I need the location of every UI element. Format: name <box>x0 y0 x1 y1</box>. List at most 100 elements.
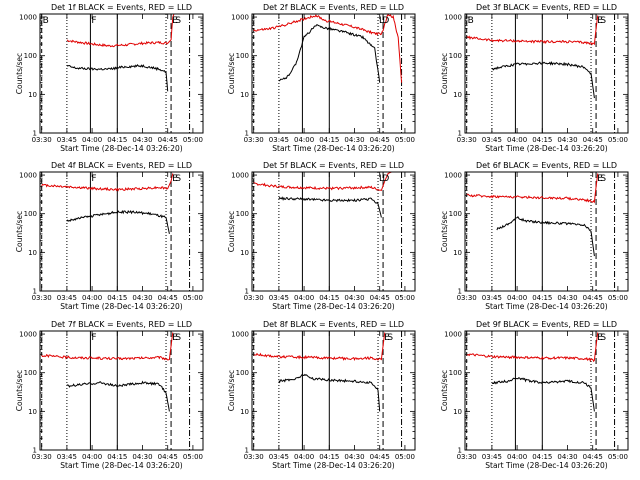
event-marker-label: S <box>387 333 393 343</box>
event-marker-label: D <box>382 16 389 26</box>
x-tick-label: 04:15 <box>319 294 339 302</box>
y-tick-label: 1 <box>245 130 249 138</box>
x-tick-label: 03:30 <box>32 453 52 461</box>
panel-title: Det 7f BLACK = Events, RED = LLD <box>51 320 192 329</box>
event-marker-label: F <box>91 333 96 343</box>
x-tick-label: 04:00 <box>507 453 527 461</box>
x-tick-label: 04:30 <box>344 136 364 144</box>
panel-9: Det 9f BLACK = Events, RED = LLD ES 1 10 100… <box>440 320 629 470</box>
x-tick-label: 03:30 <box>244 453 264 461</box>
y-tick-label: 10 <box>453 408 462 416</box>
x-tick-label: 03:45 <box>482 453 502 461</box>
plot-frame <box>464 330 629 451</box>
y-tick-label: 1 <box>33 447 37 455</box>
panel-title: Det 3f BLACK = Events, RED = LLD <box>476 3 617 12</box>
x-tick-label: 05:00 <box>608 453 628 461</box>
events-series-line <box>66 64 169 92</box>
y-tick-label: 100 <box>24 210 37 218</box>
panel-title: Det 9f BLACK = Events, RED = LLD <box>476 320 617 329</box>
x-tick-label: 04:00 <box>294 136 314 144</box>
x-tick-label: 03:45 <box>269 294 289 302</box>
event-marker-label: S <box>175 174 181 184</box>
x-tick-label: 04:15 <box>532 294 552 302</box>
x-tick-label: 04:45 <box>158 294 178 302</box>
y-tick-label: 1 <box>458 130 462 138</box>
lld-series-line <box>253 14 403 83</box>
x-tick-label: 04:30 <box>557 136 577 144</box>
event-marker-label: S <box>175 333 181 343</box>
x-tick-label: 05:00 <box>608 294 628 302</box>
y-tick-label: 1000 <box>444 172 462 180</box>
y-tick-label: 1 <box>245 288 249 296</box>
y-tick-label: 100 <box>24 52 37 60</box>
panel-title: Det 8f BLACK = Events, RED = LLD <box>263 320 404 329</box>
x-tick-label: 04:45 <box>370 453 390 461</box>
lld-series-line <box>41 173 174 192</box>
x-tick-label: 04:00 <box>82 136 102 144</box>
panel-6: Det 6f BLACK = Events, RED = LLD ES 1 10 100… <box>440 161 629 311</box>
x-tick-label: 04:30 <box>132 294 152 302</box>
x-tick-label: 03:30 <box>457 294 477 302</box>
events-series-line <box>66 209 170 234</box>
lld-series-line <box>466 332 599 363</box>
panel-4: Det 4f BLACK = Events, RED = LLD F ES 1 10 10… <box>15 161 204 311</box>
x-tick-label: 04:00 <box>294 294 314 302</box>
x-tick-label: 04:30 <box>557 294 577 302</box>
event-marker-label: L <box>379 174 384 184</box>
x-axis-label: Start Time (28-Dec-14 03:26:20) <box>60 144 182 153</box>
panel-5: Det 5f BLACK = Events, RED = LLD LD 1 10 100… <box>227 161 416 311</box>
x-tick-label: 03:45 <box>482 294 502 302</box>
event-marker-label: E <box>384 333 390 343</box>
panel-8: Det 8f BLACK = Events, RED = LLD ES 1 10 100… <box>227 320 416 470</box>
x-tick-label: 04:15 <box>107 453 127 461</box>
y-tick-label: 1 <box>33 288 37 296</box>
x-tick-label: 03:30 <box>244 294 264 302</box>
lld-series-line <box>66 14 175 48</box>
x-tick-label: 04:15 <box>319 136 339 144</box>
x-tick-label: 04:30 <box>132 136 152 144</box>
y-tick-label: 100 <box>236 210 249 218</box>
y-tick-label: 1000 <box>231 172 249 180</box>
y-axis-label: Counts/sec <box>227 370 236 411</box>
lld-series-line <box>253 332 386 361</box>
y-axis-label: Counts/sec <box>15 211 24 252</box>
x-tick-label: 03:30 <box>32 136 52 144</box>
x-tick-label: 03:45 <box>57 453 77 461</box>
x-tick-label: 04:45 <box>583 294 603 302</box>
x-tick-label: 05:00 <box>608 136 628 144</box>
events-series-line <box>491 60 595 99</box>
y-tick-label: 10 <box>28 408 37 416</box>
x-tick-label: 04:00 <box>294 453 314 461</box>
x-tick-label: 03:45 <box>269 453 289 461</box>
x-axis-label: Start Time (28-Dec-14 03:26:20) <box>485 144 607 153</box>
event-marker-label: S <box>600 333 606 343</box>
plot-frame <box>464 171 629 292</box>
x-tick-label: 04:15 <box>319 453 339 461</box>
y-tick-label: 10 <box>453 249 462 257</box>
event-marker-label: E <box>597 174 603 184</box>
events-series-line <box>496 215 595 257</box>
event-marker-label: E <box>597 16 603 26</box>
y-axis-label: Counts/sec <box>227 211 236 252</box>
plot-frame <box>39 330 204 451</box>
x-tick-label: 04:45 <box>158 136 178 144</box>
events-series-line <box>278 196 382 218</box>
y-tick-label: 10 <box>28 249 37 257</box>
panel-title: Det 1f BLACK = Events, RED = LLD <box>51 3 192 12</box>
events-series-line <box>491 377 595 412</box>
event-marker-label: E <box>597 333 603 343</box>
y-tick-label: 10 <box>240 91 249 99</box>
x-tick-label: 04:30 <box>344 294 364 302</box>
x-tick-label: 05:00 <box>395 453 415 461</box>
event-marker-label: S <box>175 16 181 26</box>
x-axis-label: Start Time (28-Dec-14 03:26:20) <box>485 302 607 311</box>
events-series-line <box>66 380 170 412</box>
y-axis-label: Counts/sec <box>440 370 449 411</box>
x-tick-label: 04:00 <box>82 294 102 302</box>
panel-7: Det 7f BLACK = Events, RED = LLD F ES 1 10 10… <box>15 320 204 470</box>
event-marker-label: S <box>600 16 606 26</box>
y-axis-label: Counts/sec <box>15 53 24 94</box>
x-axis-label: Start Time (28-Dec-14 03:26:20) <box>60 461 182 470</box>
